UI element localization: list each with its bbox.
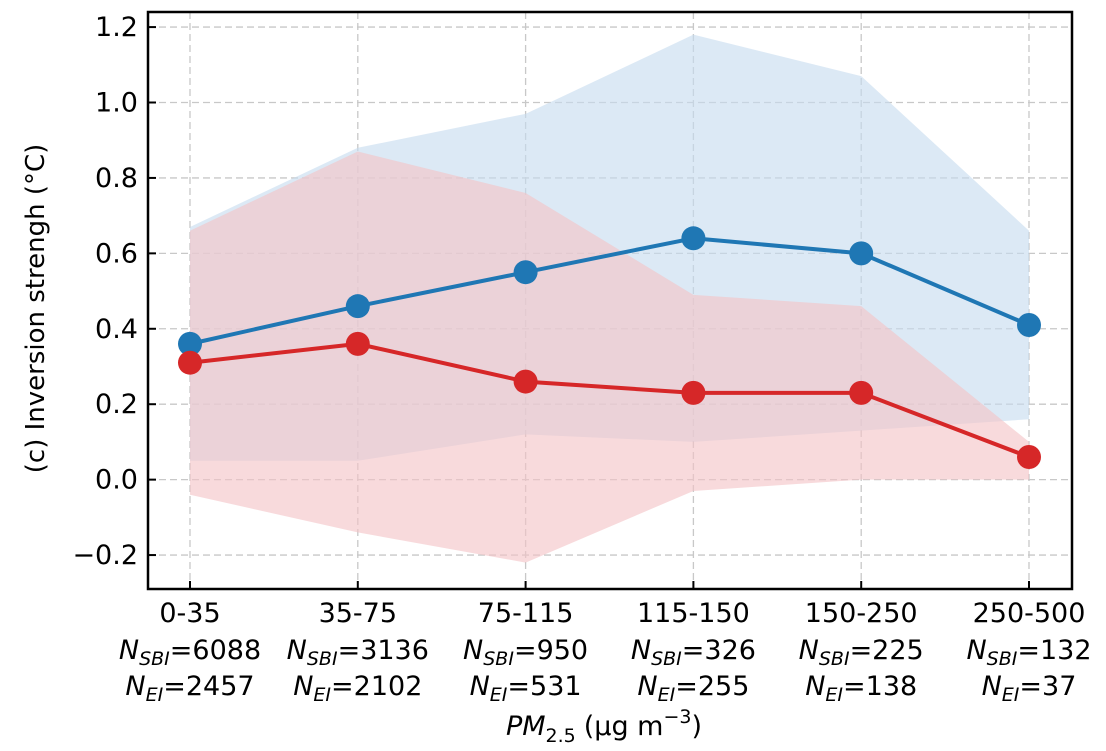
x-n-ei-label-1: NEI=2102 bbox=[293, 671, 422, 706]
y-axis-ticks: −0.2 0.0 0.2 0.4 0.6 0.8 1.0 1.2 bbox=[72, 12, 156, 571]
x-tick-label-2: 75-115 bbox=[478, 598, 574, 629]
point-sbi-1 bbox=[345, 294, 370, 319]
x-n-ei-label-3: NEI=255 bbox=[637, 671, 749, 706]
y-tick-label-0: −0.2 bbox=[72, 540, 138, 571]
y-tick-label-3: 0.4 bbox=[95, 314, 138, 345]
x-axis-label-exp: −3 bbox=[663, 706, 691, 728]
line-sbi bbox=[189, 236, 1030, 346]
y-tick-label-6: 1.0 bbox=[95, 88, 138, 119]
x-n-ei-label-0: NEI=2457 bbox=[125, 671, 254, 706]
x-axis-ticks: 0-35NSBI=6088NEI=245735-75NSBI=3136NEI=2… bbox=[119, 581, 1092, 706]
x-axis-label-sub: 2.5 bbox=[546, 725, 576, 747]
y-tick-label-5: 0.8 bbox=[95, 163, 138, 194]
x-axis-label-close: ) bbox=[692, 711, 703, 742]
y-tick-label-2: 0.2 bbox=[95, 389, 138, 420]
x-tick-label-0: 0-35 bbox=[159, 598, 220, 629]
series-points bbox=[178, 226, 1041, 470]
y-axis-label: (c) Inversion strengh (°C) bbox=[21, 144, 51, 474]
point-ei-2 bbox=[513, 369, 538, 394]
point-ei-0 bbox=[178, 350, 202, 375]
point-sbi-2 bbox=[513, 260, 538, 285]
x-axis-label: PM2.5 (μg m−3) bbox=[506, 706, 702, 747]
x-axis-label-var: PM bbox=[506, 711, 546, 742]
line-ei bbox=[189, 341, 1030, 459]
point-sbi-0 bbox=[178, 331, 202, 356]
point-ei-1 bbox=[345, 331, 370, 356]
point-ei-5 bbox=[1017, 445, 1041, 470]
band-ei bbox=[190, 151, 1029, 563]
x-tick-label-1: 35-75 bbox=[319, 598, 397, 629]
x-n-ei-label-5: NEI=37 bbox=[982, 671, 1077, 706]
x-n-sbi-label-3: NSBI=326 bbox=[631, 635, 756, 670]
x-n-sbi-label-5: NSBI=132 bbox=[966, 635, 1091, 670]
x-n-ei-label-2: NEI=531 bbox=[470, 671, 582, 706]
y-tick-label-7: 1.2 bbox=[95, 12, 138, 43]
x-tick-label-5: 250-500 bbox=[973, 598, 1086, 629]
x-n-sbi-label-0: NSBI=6088 bbox=[119, 635, 261, 670]
point-ei-4 bbox=[849, 380, 874, 405]
point-sbi-5 bbox=[1017, 313, 1041, 338]
x-tick-label-3: 115-150 bbox=[637, 598, 750, 629]
y-tick-label-1: 0.0 bbox=[95, 465, 138, 496]
x-tick-label-4: 150-250 bbox=[805, 598, 918, 629]
x-n-sbi-label-4: NSBI=225 bbox=[799, 635, 924, 670]
plot-frame bbox=[146, 10, 1074, 591]
shaded-range-bands bbox=[190, 34, 1029, 563]
point-ei-3 bbox=[681, 380, 706, 405]
point-sbi-4 bbox=[849, 241, 874, 266]
x-n-ei-label-4: NEI=138 bbox=[805, 671, 917, 706]
y-tick-label-4: 0.6 bbox=[95, 238, 138, 269]
x-axis-label-unit: (μg m bbox=[584, 711, 664, 742]
x-n-sbi-label-1: NSBI=3136 bbox=[287, 635, 429, 670]
x-n-sbi-label-2: NSBI=950 bbox=[463, 635, 588, 670]
series-lines bbox=[189, 236, 1030, 459]
point-sbi-3 bbox=[681, 226, 706, 251]
